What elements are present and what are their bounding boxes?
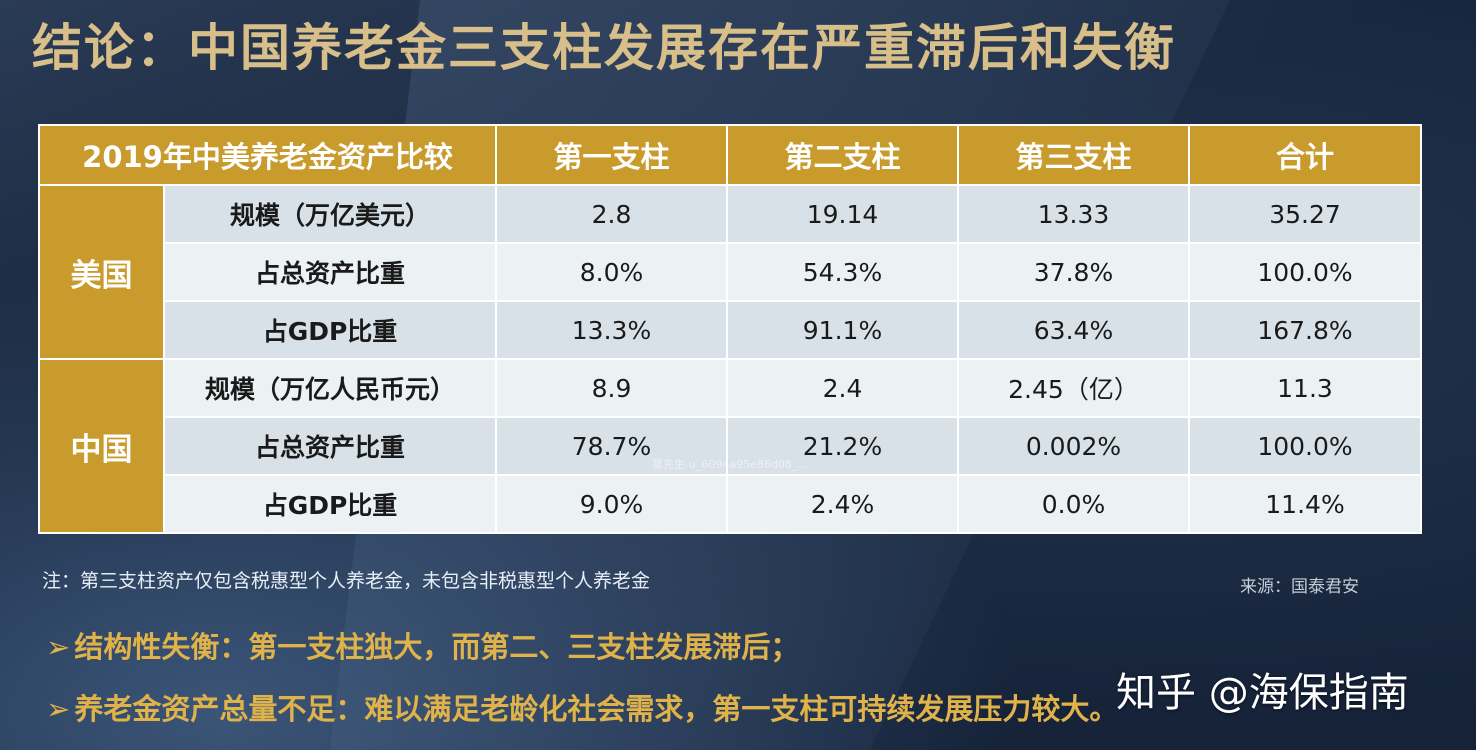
table-cell: 54.3%	[726, 242, 959, 302]
table-cell: 19.14	[726, 184, 959, 244]
pension-comparison-table: 2019年中美养老金资产比较 第一支柱 第二支柱 第三支柱 合计 美国 规模（万…	[38, 124, 1422, 534]
table-row: 占GDP比重 13.3% 91.1% 63.4% 167.8%	[39, 300, 1422, 360]
table-note: 注：第三支柱资产仅包含税惠型个人养老金，未包含非税惠型个人养老金	[42, 570, 651, 592]
table-cell: 9.0%	[495, 474, 728, 534]
table-cell: 0.002%	[957, 416, 1190, 476]
row-metric: 占总资产比重	[163, 416, 497, 476]
table-header-row: 2019年中美养老金资产比较 第一支柱 第二支柱 第三支柱 合计	[38, 124, 1422, 186]
header-total: 合计	[1188, 124, 1422, 186]
header-pillar-2: 第二支柱	[726, 124, 959, 186]
table-cell: 13.3%	[495, 300, 728, 360]
row-metric: 占GDP比重	[163, 474, 497, 534]
table-cell: 2.8	[495, 184, 728, 244]
table-cell: 37.8%	[957, 242, 1190, 302]
header-pillar-3: 第三支柱	[957, 124, 1190, 186]
table-cell: 63.4%	[957, 300, 1190, 360]
conclusion-bullet: ➢ 养老金资产总量不足：难以满足老龄化社会需求，第一支柱可持续发展压力较大。	[46, 686, 1118, 728]
table-row: 占GDP比重 9.0% 2.4% 0.0% 11.4%	[39, 474, 1422, 534]
table-cell: 100.0%	[1188, 416, 1422, 476]
table-cell: 2.4%	[726, 474, 959, 534]
table-cell: 8.0%	[495, 242, 728, 302]
table-row: 美国 规模（万亿美元） 2.8 19.14 13.33 35.27	[38, 184, 1422, 360]
row-metric: 规模（万亿人民币元）	[163, 358, 497, 418]
country-label-us: 美国	[38, 184, 165, 360]
table-cell: 78.7%	[495, 416, 728, 476]
country-label-cn: 中国	[38, 358, 165, 534]
table-row: 中国 规模（万亿人民币元） 8.9 2.4 2.45（亿） 11.3	[38, 358, 1422, 534]
table-cell: 8.9	[495, 358, 728, 418]
table-cell: 0.0%	[957, 474, 1190, 534]
bullet-text: 养老金资产总量不足：难以满足老龄化社会需求，第一支柱可持续发展压力较大。	[74, 692, 1119, 726]
conclusion-bullet: ➢ 结构性失衡：第一支柱独大，而第二、三支柱发展滞后；	[46, 624, 799, 666]
table-header-title: 2019年中美养老金资产比较	[38, 124, 497, 186]
table-cell: 2.4	[726, 358, 959, 418]
table-cell: 11.3	[1188, 358, 1422, 418]
zhihu-watermark: 知乎 @海保指南	[1116, 670, 1409, 716]
table-row: 占总资产比重 8.0% 54.3% 37.8% 100.0%	[39, 242, 1422, 302]
row-metric: 占总资产比重	[163, 242, 497, 302]
header-pillar-1: 第一支柱	[495, 124, 728, 186]
arrow-bullet-icon: ➢	[46, 630, 71, 664]
table-cell: 167.8%	[1188, 300, 1422, 360]
slide-title: 结论：中国养老金三支柱发展存在严重滞后和失衡	[32, 19, 1176, 77]
table-cell: 91.1%	[726, 300, 959, 360]
source-label: 来源：国泰君安	[1240, 577, 1359, 597]
user-watermark: 慕先生-u_6094a95e86d08_...	[652, 458, 808, 471]
row-metric: 规模（万亿美元）	[163, 184, 497, 244]
table-cell: 2.45（亿）	[957, 358, 1190, 418]
arrow-bullet-icon: ➢	[46, 692, 71, 726]
table-cell: 100.0%	[1188, 242, 1422, 302]
table-cell: 11.4%	[1188, 474, 1422, 534]
table-cell: 13.33	[957, 184, 1190, 244]
bullet-text: 结构性失衡：第一支柱独大，而第二、三支柱发展滞后；	[74, 630, 800, 664]
row-metric: 占GDP比重	[163, 300, 497, 360]
table-cell: 21.2%	[726, 416, 959, 476]
table-cell: 35.27	[1188, 184, 1422, 244]
table-row: 占总资产比重 78.7% 21.2% 0.002% 100.0%	[39, 416, 1422, 476]
